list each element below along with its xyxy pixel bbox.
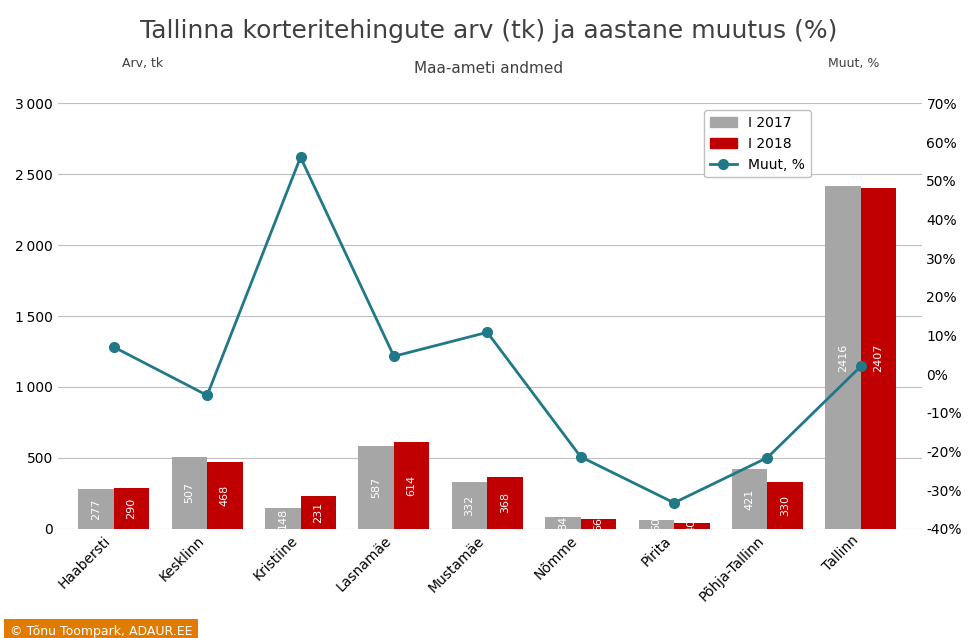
Muut, % bbox=[201, 392, 213, 399]
Muut, % bbox=[482, 329, 493, 336]
Text: Maa-ameti andmed: Maa-ameti andmed bbox=[414, 61, 563, 76]
Text: 60: 60 bbox=[652, 517, 661, 531]
Bar bbox=[394, 441, 430, 529]
Text: 40: 40 bbox=[687, 519, 697, 533]
Text: 2407: 2407 bbox=[873, 344, 883, 373]
Bar bbox=[826, 186, 861, 529]
Bar bbox=[545, 517, 580, 529]
Text: © Tõnu Toompark, ADAUR.EE: © Tõnu Toompark, ADAUR.EE bbox=[10, 625, 192, 638]
Text: 368: 368 bbox=[500, 492, 510, 513]
Text: Tallinna korteritehingute arv (tk) ja aastane muutus (%): Tallinna korteritehingute arv (tk) ja aa… bbox=[140, 19, 837, 43]
Bar bbox=[265, 508, 301, 529]
Text: Arv, tk: Arv, tk bbox=[122, 57, 163, 70]
Bar bbox=[359, 445, 394, 529]
Text: 290: 290 bbox=[126, 498, 137, 519]
Bar bbox=[207, 463, 242, 529]
Text: Muut, %: Muut, % bbox=[828, 57, 879, 70]
Text: 148: 148 bbox=[277, 508, 288, 529]
Text: 468: 468 bbox=[220, 485, 230, 506]
Bar bbox=[639, 520, 674, 529]
Text: 587: 587 bbox=[371, 477, 381, 498]
Bar bbox=[451, 482, 488, 529]
Text: 614: 614 bbox=[406, 475, 416, 496]
Text: 332: 332 bbox=[464, 494, 475, 516]
Text: 84: 84 bbox=[558, 516, 568, 530]
Text: 421: 421 bbox=[744, 488, 754, 510]
Muut, % bbox=[762, 454, 774, 461]
Text: 231: 231 bbox=[314, 502, 323, 523]
Muut, % bbox=[855, 362, 867, 370]
Line: Muut, %: Muut, % bbox=[108, 152, 866, 508]
Bar bbox=[674, 523, 709, 529]
Bar bbox=[78, 489, 113, 529]
Bar bbox=[113, 487, 149, 529]
Muut, % bbox=[388, 352, 400, 360]
Text: 507: 507 bbox=[185, 482, 194, 503]
Bar bbox=[768, 482, 803, 529]
Text: 2416: 2416 bbox=[838, 343, 848, 371]
Legend: I 2017, I 2018, Muut, %: I 2017, I 2018, Muut, % bbox=[704, 110, 811, 177]
Bar bbox=[861, 188, 896, 529]
Bar bbox=[301, 496, 336, 529]
Muut, % bbox=[295, 153, 307, 161]
Bar bbox=[172, 457, 207, 529]
Muut, % bbox=[668, 499, 680, 507]
Muut, % bbox=[574, 453, 586, 461]
Muut, % bbox=[107, 343, 119, 351]
Bar bbox=[732, 469, 768, 529]
Bar bbox=[488, 477, 523, 529]
Text: 277: 277 bbox=[91, 498, 101, 520]
Bar bbox=[580, 519, 616, 529]
Text: 330: 330 bbox=[781, 495, 790, 516]
Text: 66: 66 bbox=[593, 517, 604, 531]
